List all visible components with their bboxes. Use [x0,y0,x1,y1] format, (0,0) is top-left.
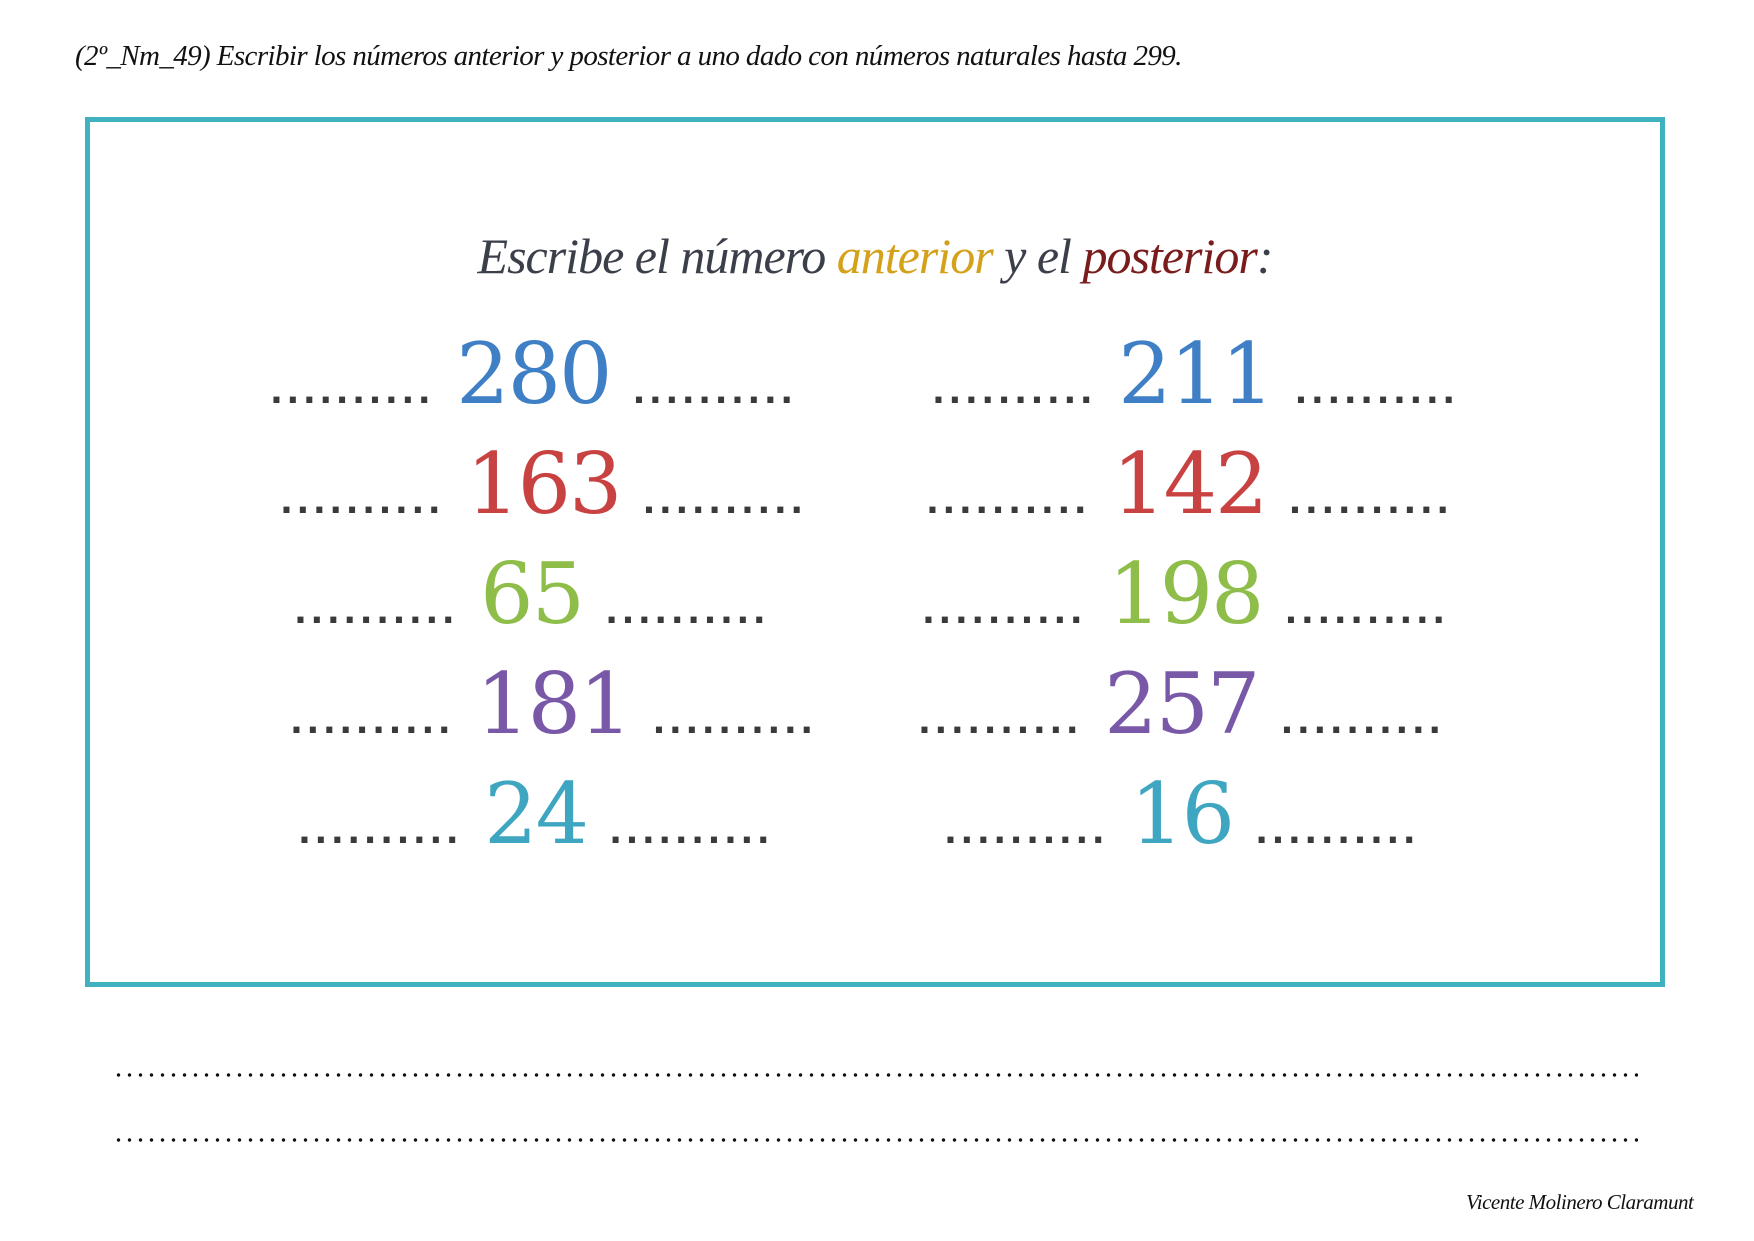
exercise-row-left-1: .......... 280 .......... [270,332,797,416]
exercise-instruction: Escribe el número anterior y el posterio… [90,227,1660,285]
instruction-anterior-word: anterior [836,228,994,284]
blank-posterior[interactable]: .......... [652,702,817,742]
blank-anterior[interactable]: .......... [932,372,1097,412]
blank-anterior[interactable]: .......... [922,592,1087,632]
exercise-row-right-5: .......... 16 .......... [944,772,1419,856]
exercise-row-left-5: .......... 24 .......... [298,772,773,856]
blank-anterior[interactable]: .......... [294,592,459,632]
exercise-row-right-4: .......... 257 .......... [918,662,1445,746]
given-number: 257 [1104,655,1260,753]
blank-posterior[interactable]: .......... [1288,482,1453,522]
author-signature: Vicente Molinero Claramunt [1466,1190,1694,1214]
instruction-text-2: y el [992,228,1083,284]
blank-anterior[interactable]: .......... [926,482,1091,522]
blank-posterior[interactable]: .......... [1284,592,1449,632]
exercise-row-right-3: .......... 198 .......... [922,552,1449,636]
given-number: 280 [456,325,612,423]
answer-line-2[interactable] [113,1138,1638,1142]
blank-posterior[interactable]: .......... [609,812,774,852]
blank-posterior[interactable]: .......... [632,372,797,412]
instruction-posterior-word: posterior [1082,228,1257,284]
given-number: 65 [480,545,585,643]
given-number: 16 [1130,765,1235,863]
blank-anterior[interactable]: .......... [270,372,435,412]
blank-posterior[interactable]: .......... [605,592,770,632]
blank-anterior[interactable]: .......... [280,482,445,522]
exercise-row-right-2: .......... 142 .......... [926,442,1453,526]
blank-anterior[interactable]: .......... [918,702,1083,742]
blank-posterior[interactable]: .......... [1255,812,1420,852]
given-number: 163 [466,435,622,533]
given-number: 142 [1112,435,1268,533]
instruction-text-1: Escribe el número [477,228,837,284]
exercise-row-right-1: .......... 211 .......... [932,332,1459,416]
blank-anterior[interactable]: .......... [298,812,463,852]
blank-posterior[interactable]: .......... [1294,372,1459,412]
blank-posterior[interactable]: .......... [1280,702,1445,742]
answer-line-1[interactable] [113,1073,1638,1077]
worksheet-title: (2º_Nm_49) Escribir los números anterior… [75,40,1182,72]
blank-anterior[interactable]: .......... [944,812,1109,852]
given-number: 198 [1108,545,1264,643]
exercise-row-left-4: .......... 181 .......... [290,662,817,746]
given-number: 211 [1118,325,1274,423]
instruction-text-3: : [1256,228,1274,284]
blank-posterior[interactable]: .......... [642,482,807,522]
exercise-box: Escribe el número anterior y el posterio… [85,117,1665,987]
blank-anterior[interactable]: .......... [290,702,455,742]
given-number: 181 [476,655,632,753]
exercise-row-left-3: .......... 65 .......... [294,552,769,636]
given-number: 24 [484,765,589,863]
exercise-row-left-2: .......... 163 .......... [280,442,807,526]
